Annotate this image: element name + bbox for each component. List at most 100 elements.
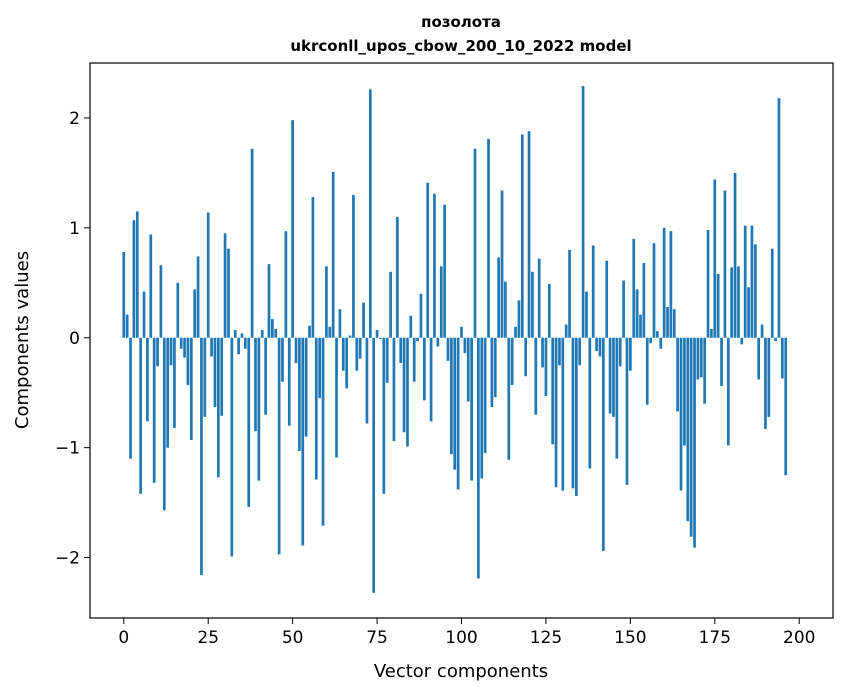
bar-129 (558, 337, 561, 366)
bar-163 (672, 309, 676, 338)
bar-113 (504, 281, 507, 338)
bar-66 (345, 337, 349, 389)
bar-122 (534, 337, 538, 415)
bar-9 (152, 337, 156, 483)
bar-26 (210, 337, 213, 357)
bar-138 (588, 337, 592, 469)
x-tick-label: 50 (282, 628, 304, 648)
bar-62 (331, 171, 335, 338)
y-tick-label: −1 (55, 439, 80, 459)
bar-185 (747, 287, 750, 338)
bar-183 (740, 337, 744, 345)
bar-86 (412, 337, 416, 382)
bar-61 (328, 326, 332, 338)
bar-21 (193, 289, 197, 338)
bar-149 (625, 337, 629, 486)
bar-133 (571, 337, 575, 489)
bar-96 (446, 337, 450, 361)
bar-150 (629, 337, 632, 371)
bar-2 (129, 337, 132, 459)
bar-144 (608, 337, 612, 414)
bar-156 (649, 337, 652, 344)
bar-162 (669, 231, 673, 338)
bar-38 (250, 148, 254, 338)
bar-75 (375, 330, 379, 338)
bar-164 (676, 337, 679, 412)
bar-41 (260, 330, 264, 338)
bar-107 (483, 337, 487, 454)
bar-79 (389, 271, 392, 338)
bar-166 (683, 337, 686, 446)
bar-111 (497, 257, 500, 338)
bar-29 (220, 337, 224, 416)
bar-23 (200, 337, 203, 576)
bar-1 (125, 314, 129, 338)
bar-22 (196, 256, 200, 338)
bar-60 (325, 266, 328, 338)
bar-181 (733, 172, 737, 338)
bar-147 (618, 337, 622, 367)
bar-101 (463, 337, 467, 354)
bar-42 (264, 337, 267, 415)
bar-110 (493, 337, 497, 398)
bar-167 (686, 337, 690, 522)
bar-73 (368, 89, 372, 338)
bar-74 (372, 337, 376, 593)
bar-172 (703, 337, 707, 404)
bar-157 (652, 243, 656, 338)
bar-5 (139, 337, 143, 494)
bar-0 (122, 252, 126, 338)
bar-76 (379, 337, 382, 339)
bar-120 (527, 131, 531, 338)
bar-25 (206, 212, 210, 338)
bar-49 (287, 337, 291, 426)
bar-145 (612, 337, 615, 417)
bars-group (122, 86, 788, 593)
bar-4 (135, 211, 139, 338)
bar-125 (544, 337, 548, 396)
bar-112 (500, 190, 504, 338)
bar-54 (304, 337, 308, 437)
bar-70 (358, 337, 362, 359)
bar-102 (466, 337, 470, 402)
bar-186 (750, 225, 754, 338)
x-tick-label: 125 (530, 628, 562, 648)
bar-103 (470, 337, 473, 481)
bar-134 (574, 337, 578, 497)
bar-141 (598, 337, 602, 357)
bar-139 (591, 245, 595, 338)
bar-114 (507, 337, 511, 460)
bar-45 (274, 328, 278, 338)
bar-88 (419, 293, 423, 338)
bar-47 (281, 337, 284, 382)
x-tick-label: 150 (614, 628, 646, 648)
bar-176 (716, 274, 720, 338)
y-tick-label: 2 (69, 109, 80, 129)
bar-105 (477, 337, 480, 579)
x-tick-label: 75 (366, 628, 388, 648)
bar-50 (291, 120, 294, 338)
bar-48 (284, 231, 288, 338)
x-tick-label: 100 (445, 628, 477, 648)
bar-128 (554, 337, 558, 488)
bar-32 (230, 337, 234, 557)
bar-117 (517, 300, 521, 338)
bar-81 (395, 216, 399, 338)
bar-142 (601, 337, 605, 551)
bar-136 (581, 86, 585, 338)
bar-82 (399, 337, 403, 364)
x-tick-label: 200 (783, 628, 815, 648)
bar-95 (443, 204, 446, 338)
bar-195 (780, 337, 784, 379)
bar-6 (142, 291, 146, 338)
bar-24 (203, 337, 207, 417)
bar-55 (308, 325, 311, 338)
bar-160 (662, 227, 666, 338)
bar-34 (237, 337, 240, 355)
bar-13 (166, 337, 170, 448)
bar-127 (551, 337, 555, 445)
y-tick-label: −2 (55, 549, 80, 569)
bar-7 (146, 337, 149, 422)
bar-58 (318, 337, 321, 399)
bar-28 (216, 337, 220, 478)
